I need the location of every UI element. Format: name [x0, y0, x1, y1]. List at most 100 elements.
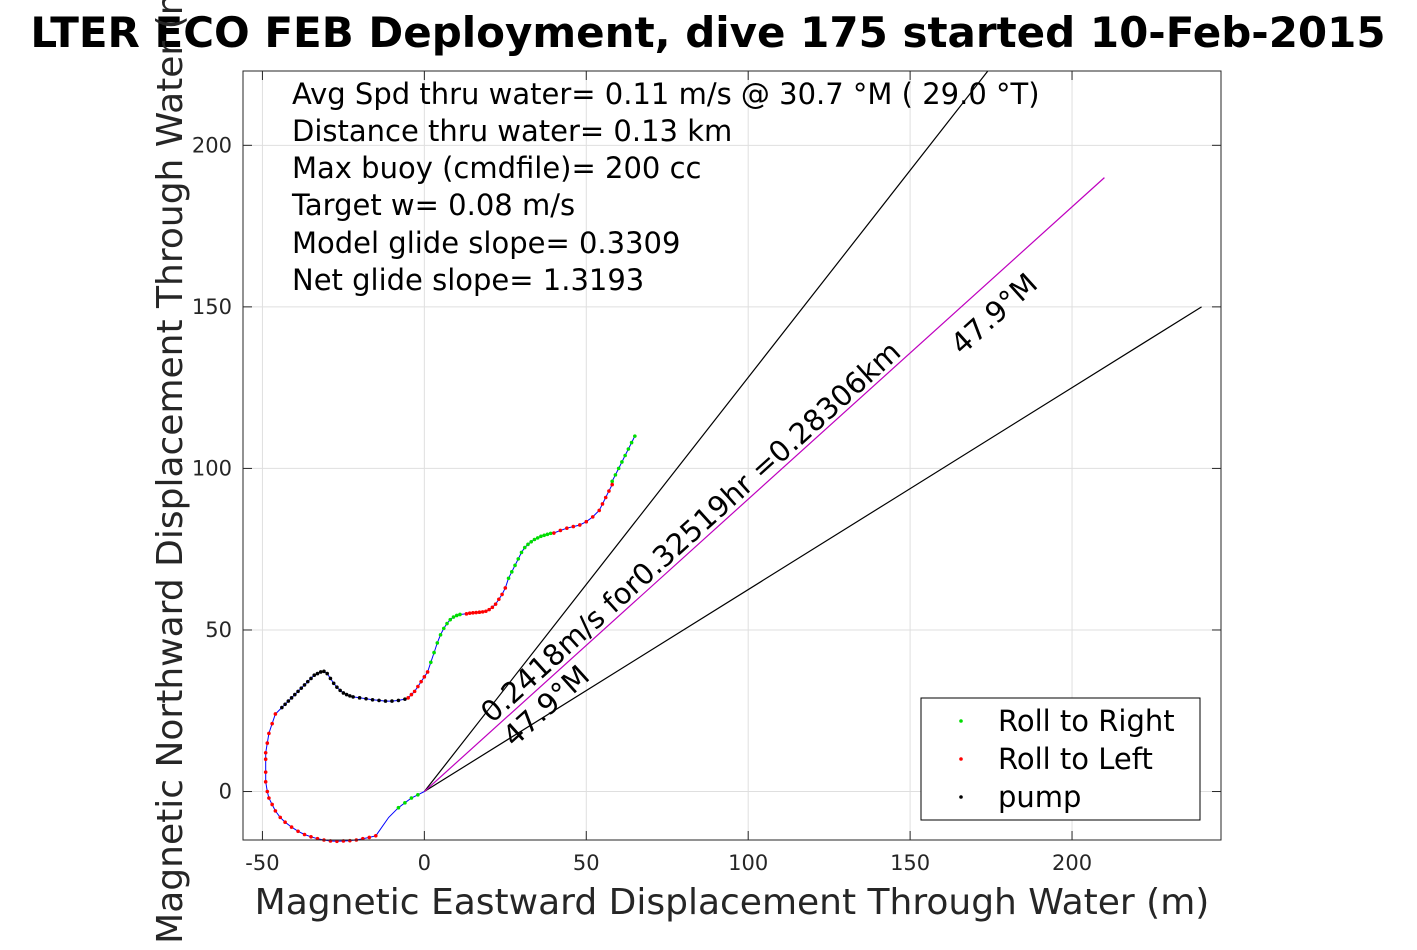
data-point-roll-to-right [432, 650, 436, 655]
legend-label-roll-right: Roll to Right [998, 704, 1175, 738]
data-point-pump [305, 679, 310, 684]
data-point-roll-to-right [458, 612, 462, 617]
data-point-roll-to-right [396, 805, 401, 810]
data-point-roll-to-left [273, 712, 278, 716]
data-point-roll-to-left [367, 835, 372, 840]
data-point-roll-to-left [263, 770, 268, 774]
reference-line [423, 70, 989, 792]
data-point-roll-to-right [626, 447, 631, 451]
x-tick-label: -50 [245, 851, 279, 875]
data-point-roll-to-left [571, 524, 576, 529]
data-point-roll-to-left [283, 820, 287, 825]
legend-marker-roll-left [959, 757, 963, 761]
data-point-roll-to-left [309, 834, 313, 839]
data-point-roll-to-right [633, 434, 637, 438]
data-point-roll-to-left [265, 741, 270, 745]
data-point-roll-to-left [600, 502, 605, 506]
info-line-avg-speed: Avg Spd thru water= 0.11 m/s @ 30.7 °M (… [292, 77, 1040, 111]
data-point-roll-to-left [484, 609, 488, 614]
data-point-roll-to-left [610, 482, 614, 487]
legend-label-roll-left: Roll to Left [998, 742, 1153, 776]
y-tick-label: 150 [192, 295, 232, 319]
reference-line [424, 306, 1202, 793]
data-point-pump [293, 692, 297, 697]
data-point-roll-to-left [263, 757, 268, 762]
data-point-roll-to-left [597, 508, 602, 513]
x-tick-label: 200 [1052, 851, 1092, 875]
data-point-pump [283, 702, 287, 707]
data-point-pump [286, 699, 291, 703]
legend: Roll to Right Roll to Left pump [920, 697, 1201, 821]
data-point-pump [289, 696, 294, 700]
y-tick-label: 200 [192, 133, 232, 157]
info-text-block: Avg Spd thru water= 0.11 m/s @ 30.7 °M (… [291, 77, 1040, 297]
data-point-roll-to-right [448, 617, 453, 622]
data-point-roll-to-right [454, 613, 459, 618]
data-point-roll-to-left [464, 612, 469, 616]
data-point-pump [383, 699, 388, 703]
data-point-roll-to-left [603, 495, 608, 500]
data-point-roll-to-left [480, 610, 485, 614]
data-point-roll-to-right [445, 621, 449, 626]
data-point-roll-to-right [526, 542, 530, 547]
info-line-distance: Distance thru water= 0.13 km [292, 114, 732, 148]
data-point-roll-to-left [267, 796, 271, 800]
data-point-roll-to-left [422, 675, 427, 679]
data-point-roll-to-right [441, 626, 446, 631]
legend-marker-roll-right [959, 719, 963, 723]
data-point-pump [396, 698, 401, 703]
info-line-net-glide: Net glide slope= 1.3193 [292, 263, 644, 297]
data-point-pump [403, 697, 407, 701]
legend-marker-pump [959, 795, 963, 799]
data-point-roll-to-left [558, 528, 563, 533]
data-point-roll-to-left [278, 815, 283, 820]
data-point-pump [390, 699, 394, 703]
grid [243, 71, 1221, 840]
data-point-roll-to-left [584, 519, 589, 524]
data-point-roll-to-left [500, 592, 504, 597]
data-point-roll-to-left [552, 531, 556, 535]
data-point-roll-to-right [451, 615, 456, 619]
data-point-roll-to-left [497, 597, 501, 602]
data-point-pump [280, 705, 284, 710]
data-point-roll-to-left [577, 523, 582, 527]
data-point-roll-to-left [590, 515, 595, 519]
data-point-roll-to-right [509, 570, 514, 574]
data-point-roll-to-right [542, 533, 546, 538]
data-point-pump [328, 676, 333, 681]
data-point-roll-to-left [471, 611, 475, 615]
data-point-roll-to-left [607, 489, 611, 493]
data-point-roll-to-left [302, 832, 307, 837]
data-point-pump [318, 670, 323, 674]
data-point-roll-to-right [545, 532, 550, 537]
data-point-roll-to-left [406, 696, 410, 700]
data-point-roll-to-left [263, 780, 268, 784]
x-tick-label: 0 [418, 851, 431, 875]
info-line-max-buoy: Max buoy (cmdfile)= 200 cc [292, 151, 701, 185]
y-tick-label: 100 [192, 456, 232, 480]
data-point-pump [344, 692, 349, 697]
data-point-pump [377, 698, 381, 703]
data-point-roll-to-right [535, 536, 540, 540]
data-point-roll-to-left [267, 731, 271, 736]
data-point-roll-to-right [416, 792, 420, 797]
data-points [263, 434, 637, 844]
data-point-roll-to-right [516, 557, 521, 561]
data-point-roll-to-left [273, 809, 278, 813]
data-point-roll-to-left [565, 526, 569, 530]
data-point-roll-to-right [623, 453, 627, 458]
data-point-roll-to-right [629, 440, 634, 445]
data-point-roll-to-right [506, 576, 511, 581]
data-point-roll-to-right [539, 534, 543, 539]
data-point-roll-to-right [532, 537, 537, 542]
data-point-pump [335, 685, 339, 689]
data-point-roll-to-right [529, 539, 534, 544]
axis-ticks: -50 0 50 100 150 200 0 50 100 150 200 [192, 71, 1221, 875]
data-point-roll-to-right [610, 479, 614, 484]
x-tick-label: 150 [890, 851, 930, 875]
data-point-roll-to-left [487, 607, 491, 612]
data-point-roll-to-left [412, 689, 417, 694]
x-tick-label: 100 [728, 851, 768, 875]
plot-frame [242, 70, 1222, 841]
